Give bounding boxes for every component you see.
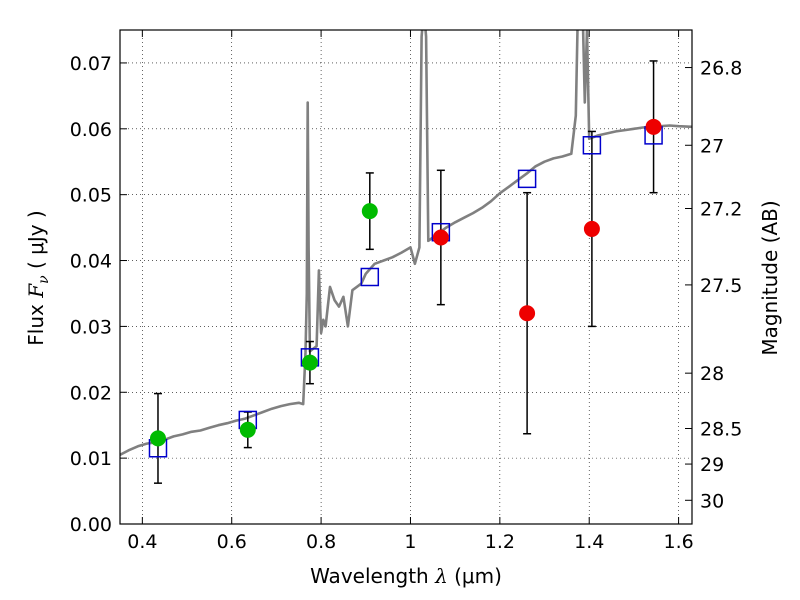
x-tick-label: 0.8 — [306, 531, 336, 553]
y-tick-label: 0.03 — [70, 316, 112, 338]
tick-layer: 0.4 0.6 0.8 1 1.2 1.4 1.6 0.00 0.01 0.02 0.03 0.04 0… — [70, 30, 742, 553]
marker-layer — [148, 118, 663, 458]
x-tick-label: 1 — [404, 531, 416, 553]
y2-tick-label: 27.5 — [700, 275, 742, 297]
errorbar-layer — [153, 60, 658, 484]
low-significance-marker — [645, 118, 662, 135]
x-tick-label: 0.6 — [217, 531, 247, 553]
model-photometry-marker — [360, 267, 380, 287]
x-tick-label: 0.4 — [127, 531, 157, 553]
y-tick-label: 0.02 — [70, 382, 112, 404]
y2-tick-label: 26.8 — [700, 58, 742, 80]
y2-tick-label: 28 — [700, 363, 724, 385]
model-spectrum-layer — [120, 30, 692, 456]
detection-marker — [149, 430, 166, 447]
grid-lines — [120, 30, 692, 524]
y-axis-label: Flux Fν ( μJy ) — [24, 210, 52, 345]
y-tick-label: 0.04 — [70, 251, 112, 273]
y2-tick-label: 29 — [700, 454, 724, 476]
y-tick-label: 0.07 — [70, 53, 112, 75]
y2-tick-label: 28.5 — [700, 418, 742, 440]
y2-axis-label: Magnitude (AB) — [758, 200, 782, 355]
y-tick-label: 0.01 — [70, 448, 112, 470]
low-significance-marker — [519, 305, 536, 322]
detection-marker — [239, 421, 256, 438]
plot-frame — [119, 29, 693, 525]
y-tick-label: 0.05 — [70, 185, 112, 207]
x-axis-label: Wavelength λ (μm) — [310, 564, 502, 588]
model-spectrum-line — [120, 30, 692, 456]
detection-marker — [361, 203, 378, 220]
detection-marker — [301, 354, 318, 371]
y-tick-label: 0.06 — [70, 119, 112, 141]
y2-tick-label: 27 — [700, 135, 724, 157]
model-photometry-marker — [517, 169, 537, 189]
x-tick-label: 1.2 — [485, 531, 515, 553]
y2-tick-label: 27.2 — [700, 198, 742, 220]
x-tick-label: 1.6 — [663, 531, 693, 553]
x-tick-label: 1.4 — [574, 531, 604, 553]
y2-tick-label: 30 — [700, 490, 724, 512]
model-photometry-marker — [582, 136, 602, 155]
y-tick-label: 0.00 — [70, 514, 112, 536]
low-significance-marker — [583, 220, 600, 237]
low-significance-marker — [432, 229, 449, 246]
